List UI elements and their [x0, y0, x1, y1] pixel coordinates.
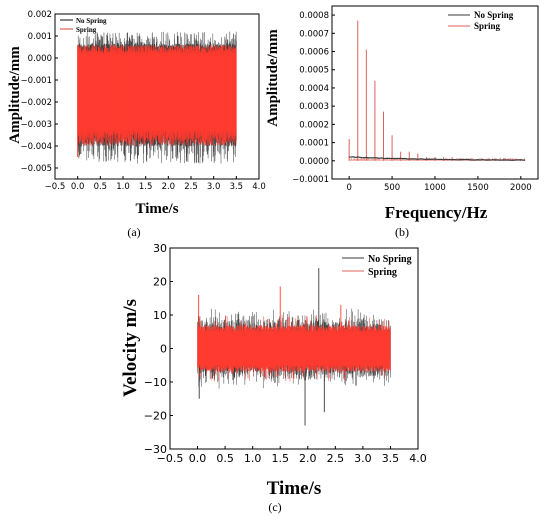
c-xtick-label: 3.0: [354, 452, 372, 465]
b-xtick-label: 2000: [510, 183, 532, 193]
b-xtick-label: 0: [346, 183, 351, 193]
a-ytick-label: −0.004: [21, 142, 52, 152]
b-ytick-label: 0.0002: [299, 120, 329, 130]
b-ytick-label: 0.0006: [299, 48, 329, 58]
c-ytick-label: 10: [153, 309, 167, 322]
c-xtick-label: 2.5: [327, 452, 345, 465]
c-xtick-label: 0.5: [216, 452, 234, 465]
chart-b-series-no-spring: [348, 156, 526, 161]
chart-a-y-ticks: 0.002 0.001 0.000 −0.001 −0.002 −0.003 −0.004 −…: [21, 10, 58, 174]
c-ytick-label: 20: [153, 275, 167, 288]
c-xtick-label: −0.5: [157, 452, 184, 465]
b-ytick-label: −0.0001: [292, 175, 329, 185]
c-ytick-label: 0: [160, 342, 167, 355]
chart-c-legend: No Spring Spring: [342, 254, 412, 278]
chart-c: −0.5 0.0 0.5 1.0 1.5 2.0 2.5 3.0 3.5 4.0 30 20 10 0 −…: [120, 242, 427, 514]
chart-b-panel-label: (b): [395, 225, 409, 239]
a-xtick-label: 1.5: [139, 182, 153, 192]
a-xtick-label: 2.5: [184, 182, 198, 192]
a-xtick-label: 0.0: [71, 182, 85, 192]
b-ytick-label: 0.0005: [299, 66, 329, 76]
chart-c-legend-no-spring: No Spring: [368, 254, 412, 265]
chart-a: −0.5 0.0 0.5 1.0 1.5 2.0 2.5 3.0 3.5 4.0 0.0020.0…: [7, 10, 266, 239]
a-ytick-label: −0.002: [21, 98, 52, 108]
a-xtick-label: 3.0: [207, 182, 221, 192]
b-ytick-label: 0.0004: [299, 84, 329, 94]
chart-c-panel-label: (c): [268, 500, 281, 514]
c-xtick-label: 2.0: [299, 452, 317, 465]
a-ytick-label: −0.001: [21, 76, 52, 86]
b-xtick-label: 1000: [424, 183, 446, 193]
c-xtick-label: 1.5: [271, 452, 289, 465]
b-ytick-label: 0.0008: [299, 11, 329, 21]
b-xtick-label: 500: [384, 183, 400, 193]
chart-a-ylabel: Amplitude/mm: [7, 46, 23, 144]
c-ytick-label: −30: [144, 443, 167, 456]
b-ytick-label: 0.0001: [299, 139, 329, 149]
chart-b-legend-no-spring: No Spring: [474, 10, 514, 20]
a-ytick-label: 0.002: [28, 10, 52, 20]
chart-c-xlabel: Time/s: [267, 478, 322, 499]
chart-c-plot-area: [197, 268, 391, 426]
b-ytick-label: 0.0003: [299, 102, 329, 112]
chart-a-legend: No Spring Spring: [60, 17, 107, 34]
chart-a-frame: [54, 13, 260, 180]
a-xtick-label: 4.0: [252, 182, 266, 192]
chart-b-frame: [331, 5, 539, 180]
a-xtick-label: 3.5: [230, 182, 244, 192]
a-xtick-label: 2.0: [162, 182, 176, 192]
b-ytick-label: 0.0000: [299, 157, 329, 167]
b-ytick-label: 0.0007: [299, 29, 329, 39]
chart-b: 0 500 1000 1500 2000 0.00080.00070.00060.000…: [265, 5, 539, 239]
chart-b-plot-area: [348, 20, 526, 161]
b-xtick-label: 1500: [467, 183, 489, 193]
chart-b-y-ticks: 0.0008 0.0007 0.0006 0.0005 0.0004 0.0003 0.00…: [292, 11, 335, 185]
a-ytick-label: 0.000: [28, 54, 52, 64]
chart-b-legend: No Spring Spring: [448, 10, 514, 31]
chart-a-xlabel: Time/s: [135, 201, 178, 217]
a-xtick-label: 1.0: [116, 182, 130, 192]
chart-a-series-spring: [77, 44, 237, 146]
c-ytick-label: −10: [144, 376, 167, 389]
c-xtick-label: 0.0: [189, 452, 207, 465]
chart-a-panel-label: (a): [127, 225, 140, 239]
chart-c-x-ticks: −0.5 0.0 0.5 1.0 1.5 2.0 2.5 3.0 3.5 4.0: [157, 446, 427, 465]
chart-c-series-spring: [197, 315, 391, 382]
chart-a-legend-spring: Spring: [76, 26, 97, 34]
c-ytick-label: −20: [144, 409, 167, 422]
a-ytick-label: 0.001: [28, 32, 52, 42]
a-ytick-label: −0.005: [21, 164, 52, 174]
chart-a-plot-area: [77, 31, 237, 164]
chart-b-legend-spring: Spring: [474, 21, 501, 31]
a-xtick-label: 0.5: [94, 182, 108, 192]
chart-a-legend-no-spring: No Spring: [76, 17, 107, 25]
chart-b-ylabel: Amplitude/mm: [265, 29, 281, 127]
a-xtick-label: −0.5: [45, 182, 66, 192]
c-xtick-label: 3.5: [382, 452, 400, 465]
c-xtick-label: 1.0: [244, 452, 262, 465]
chart-c-legend-spring: Spring: [368, 267, 397, 278]
chart-c-y-ticks: 30 20 10 0 −10 −20 −30: [144, 242, 173, 456]
a-ytick-label: −0.003: [21, 120, 52, 130]
chart-a-x-ticks: −0.5 0.0 0.5 1.0 1.5 2.0 2.5 3.0 3.5 4.0: [45, 176, 266, 192]
chart-c-ylabel: Velocity m/s: [120, 299, 141, 397]
chart-b-x-ticks: 0 500 1000 1500 2000: [346, 176, 532, 193]
c-xtick-label: 4.0: [409, 452, 427, 465]
chart-b-xlabel: Frequency/Hz: [385, 203, 488, 222]
c-ytick-label: 30: [153, 242, 167, 255]
